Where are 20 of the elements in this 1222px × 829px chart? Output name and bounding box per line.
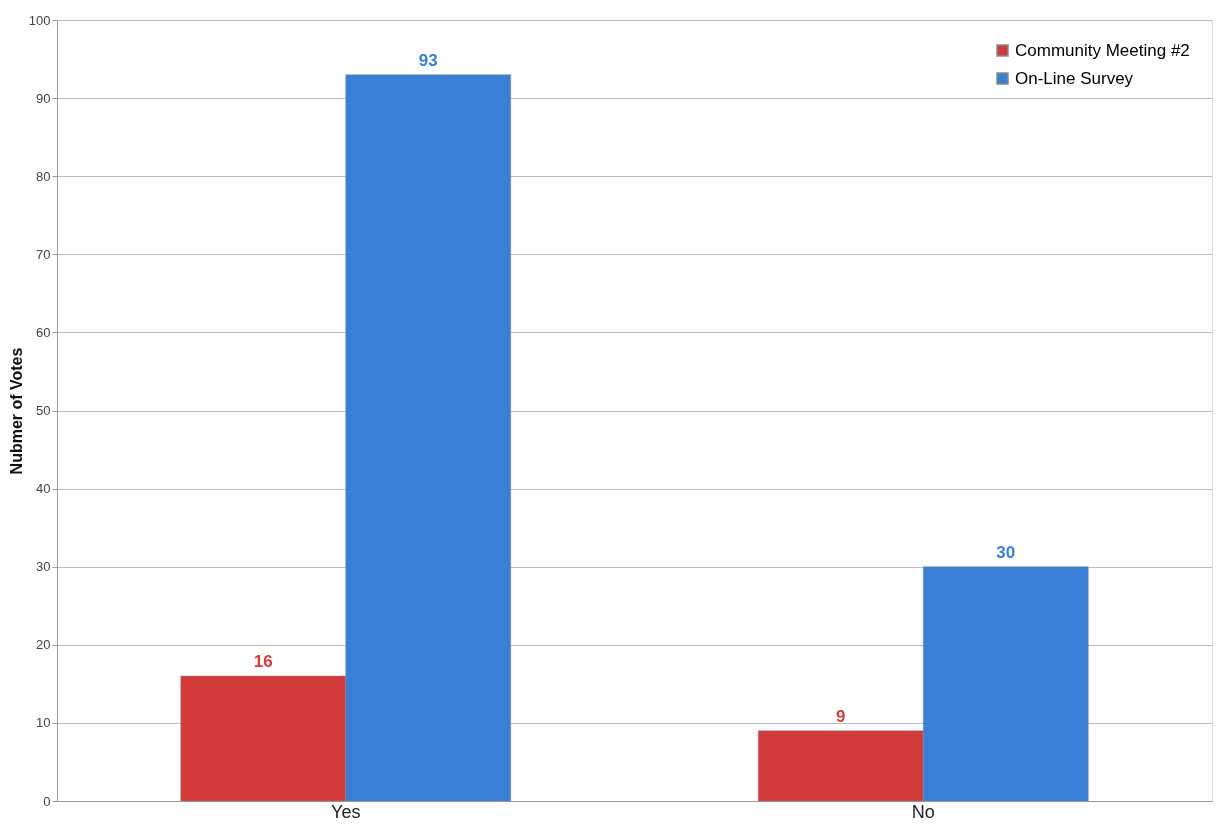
y-tick-label: 60 xyxy=(36,324,51,340)
x-tick-label: Yes xyxy=(331,801,361,822)
data-label: 16 xyxy=(253,652,273,672)
y-tick-label: 40 xyxy=(36,481,51,497)
y-tick-label: 50 xyxy=(36,403,51,418)
y-axis-title: Nubmer of Votes xyxy=(7,347,25,475)
data-label: 30 xyxy=(996,542,1016,562)
y-tick-label: 0 xyxy=(43,793,51,809)
y-tick-label: 10 xyxy=(36,715,51,731)
y-tick-label: 90 xyxy=(36,90,51,106)
y-tick-label: 80 xyxy=(36,168,51,184)
legend-label: Community Meeting #2 xyxy=(1015,40,1190,60)
x-tick-label: No xyxy=(911,801,935,822)
y-tick-label: 70 xyxy=(36,246,51,262)
y-tick-label: 100 xyxy=(28,12,51,28)
legend-label: On-Line Survey xyxy=(1015,68,1134,88)
y-tick-label: 30 xyxy=(36,559,51,575)
data-label: 93 xyxy=(418,50,438,70)
data-label: 9 xyxy=(836,706,846,726)
y-tick-label: 20 xyxy=(36,637,51,653)
